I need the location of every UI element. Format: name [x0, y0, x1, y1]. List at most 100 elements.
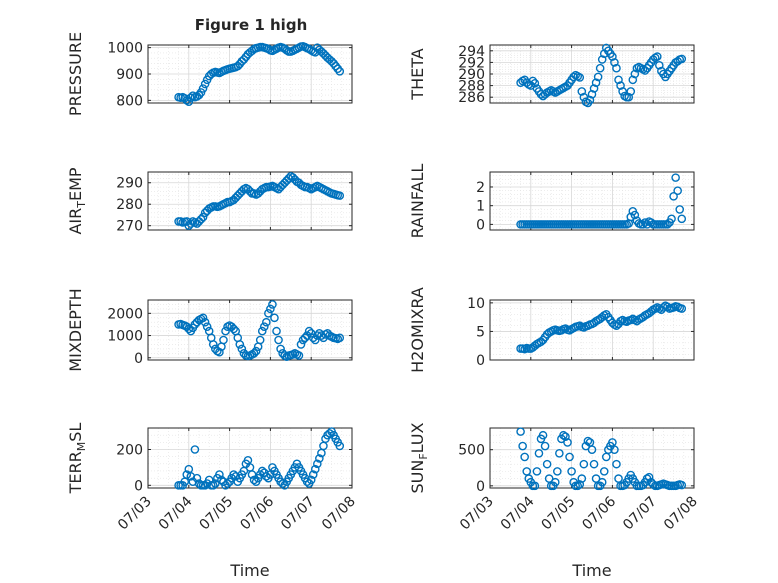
data-point: [296, 340, 306, 349]
data-point: [335, 441, 345, 451]
data-point: [186, 219, 196, 228]
data-point: [270, 313, 279, 323]
data-point: [310, 335, 320, 345]
axes-box: [489, 299, 695, 361]
data-point: [671, 173, 680, 182]
data-point: [612, 63, 621, 73]
y-axis-label: MIXDEPTH: [66, 288, 85, 371]
data-point: [276, 344, 285, 354]
data-point: [257, 326, 267, 336]
data-point: [215, 470, 224, 479]
data-point: [608, 52, 617, 61]
y-tick-label: 2: [476, 180, 485, 196]
subplot-terr_msl: 0 200 07/03 07/04 07/05 07/06 07/07 07/08 TERRMS…: [66, 423, 359, 580]
data-point: [597, 55, 607, 64]
data-point: [677, 54, 687, 64]
data-point: [540, 441, 550, 451]
data-point: [313, 459, 322, 469]
data-point: [618, 87, 627, 96]
data-point: [182, 470, 192, 479]
data-point: [530, 78, 540, 88]
data-point: [640, 218, 650, 227]
data-point: [530, 481, 540, 491]
data-point: [626, 87, 636, 96]
data-point: [200, 317, 210, 327]
data-point: [659, 303, 668, 312]
x-tick-label: 07/07: [620, 494, 660, 534]
data-point: [534, 449, 544, 458]
data-point: [583, 436, 593, 446]
data-point: [663, 220, 672, 229]
x-tick-label: 07/06: [237, 493, 277, 533]
data-point: [255, 335, 265, 345]
data-point: [315, 454, 324, 463]
data-point: [585, 95, 595, 105]
data-point: [630, 69, 640, 79]
data-point: [304, 326, 314, 336]
y-axis-label: H2OMIXRA: [408, 287, 427, 373]
data-point: [673, 186, 682, 196]
data-point: [208, 340, 218, 349]
subplot-rainfall: 0 1 2 RAINFALL: [408, 164, 695, 238]
data-point: [196, 214, 206, 224]
data-point: [518, 441, 527, 451]
data-point: [559, 430, 568, 440]
data-point: [610, 445, 619, 454]
data-point: [538, 430, 548, 440]
data-point: [553, 467, 562, 476]
y-tick-label: 290: [458, 67, 485, 83]
data-point: [294, 351, 304, 360]
data-point: [542, 459, 552, 469]
y-axis-label: AIRTEMP: [66, 167, 88, 234]
data-point: [215, 347, 224, 357]
data-point: [262, 472, 271, 481]
data-point: [648, 480, 658, 489]
x-axis-label: Time: [571, 561, 611, 580]
subplot-h2omixra: 0 5 10 H2OMIXRA: [408, 287, 695, 373]
data-point: [223, 479, 232, 488]
data-point: [235, 340, 245, 349]
x-tick-label: 07/07: [278, 494, 318, 534]
data-point: [644, 472, 654, 482]
data-point: [264, 309, 273, 318]
data-point: [198, 313, 208, 323]
data-point: [675, 205, 685, 214]
data-point: [325, 429, 334, 438]
data-point: [655, 61, 664, 70]
data-point: [300, 333, 310, 343]
x-tick-label: 07/05: [197, 494, 237, 534]
data-point: [259, 322, 269, 331]
data-point: [595, 63, 605, 73]
data-point: [626, 212, 636, 222]
data-point: [569, 72, 578, 82]
data-point: [217, 475, 226, 485]
y-tick-label: 200: [116, 442, 143, 458]
data-point: [677, 480, 687, 490]
data-point: [624, 92, 634, 102]
y-axis-label: PRESSURE: [66, 32, 85, 116]
y-tick-label: 0: [134, 478, 143, 494]
data-point: [587, 445, 597, 454]
data-point: [550, 477, 560, 487]
y-tick-label: 1: [476, 199, 485, 215]
data-point: [573, 481, 583, 491]
data-point: [184, 324, 194, 334]
x-tick-label: 07/06: [579, 493, 619, 533]
data-point: [589, 84, 599, 93]
data-point: [200, 481, 210, 490]
y-tick-label: 0: [476, 479, 485, 495]
y-tick-label: 5: [476, 324, 485, 340]
y-tick-label: 294: [458, 44, 485, 60]
axes-box: [489, 427, 695, 489]
y-tick-label: 292: [458, 55, 485, 71]
data-point: [247, 470, 257, 479]
subplot-mixdepth: 0 1000 2000 MIXDEPTH: [66, 288, 353, 372]
data-point: [306, 475, 316, 485]
y-tick-label: 800: [116, 93, 143, 109]
data-point: [229, 324, 238, 334]
data-point: [268, 300, 277, 309]
data-point: [229, 470, 238, 479]
y-axis-label: TERRMSL: [66, 423, 88, 495]
y-axis-label: THETA: [408, 48, 427, 100]
